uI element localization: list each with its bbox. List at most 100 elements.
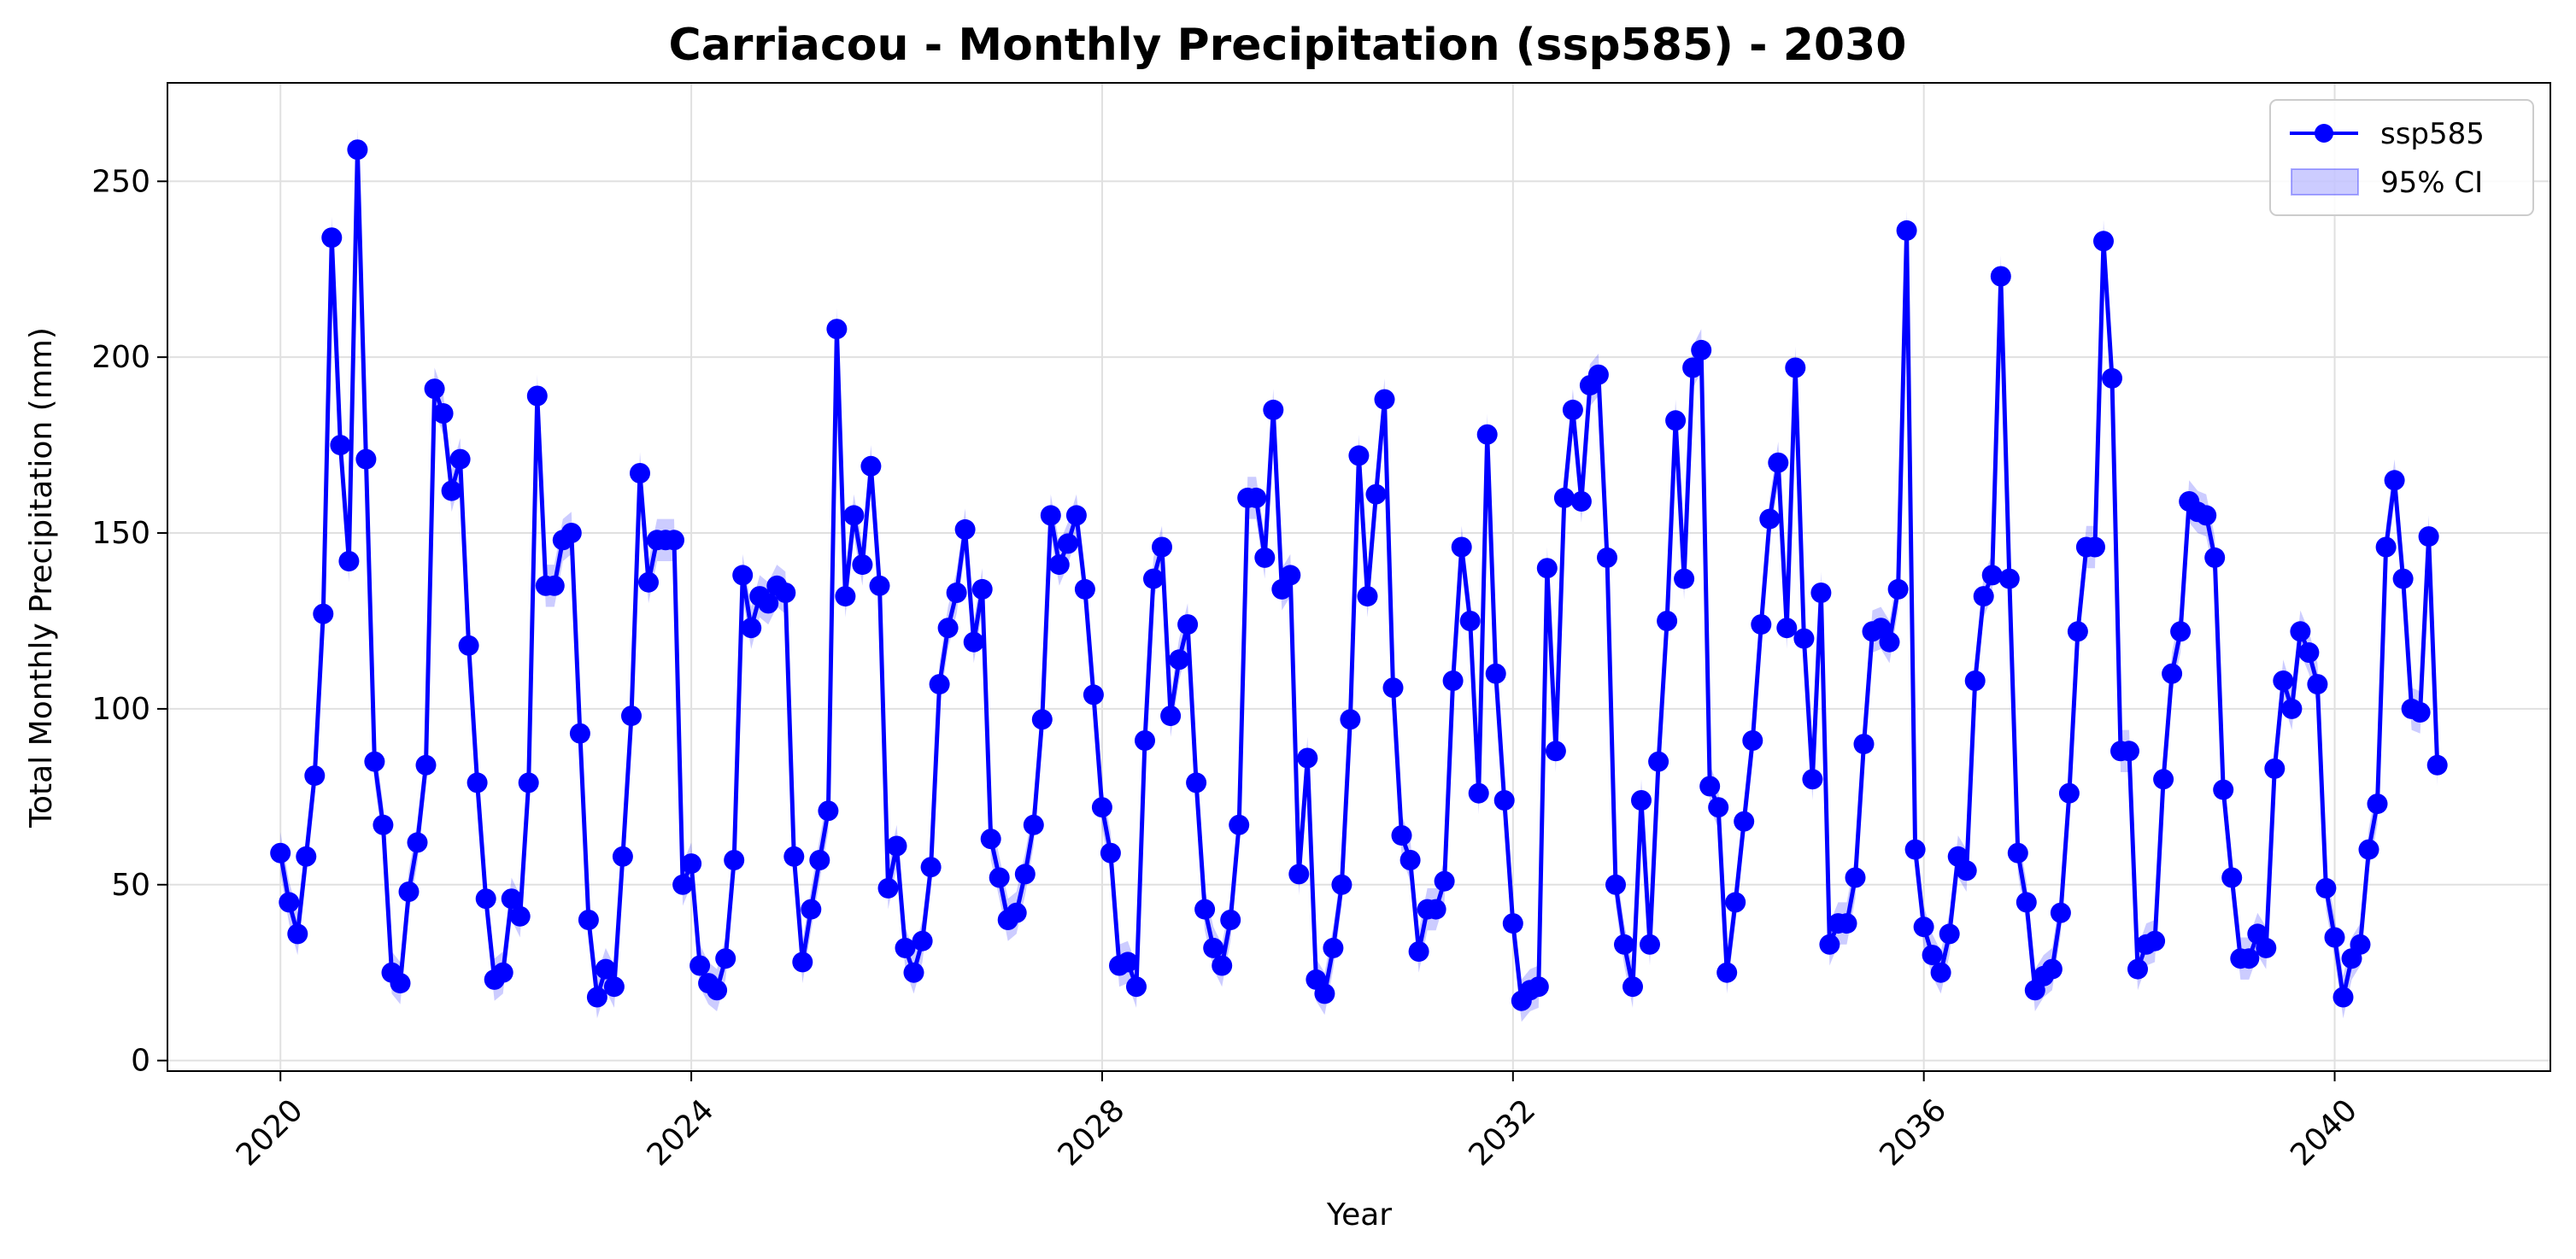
data-point — [287, 923, 308, 945]
data-point — [1896, 220, 1917, 241]
data-point — [1725, 892, 1746, 913]
data-point — [560, 523, 582, 543]
data-point — [1152, 536, 1172, 558]
data-point — [313, 603, 334, 624]
y-axis-label: Total Monthly Precipitation (mm) — [24, 327, 59, 829]
data-point — [2204, 547, 2226, 568]
data-point — [689, 955, 711, 976]
plot-frame — [167, 82, 2551, 1072]
data-point — [835, 586, 856, 607]
data-point — [929, 674, 950, 695]
data-point — [2384, 470, 2405, 491]
data-point — [2170, 621, 2192, 642]
data-point — [1853, 734, 1875, 755]
data-point — [279, 892, 300, 913]
data-point — [330, 435, 351, 456]
legend-label-ci: 95% CI — [2380, 166, 2483, 200]
data-point — [1074, 578, 1095, 600]
data-point — [458, 635, 479, 656]
data-point — [586, 987, 607, 1008]
data-point — [543, 575, 565, 596]
data-point — [569, 723, 590, 744]
data-point — [2290, 621, 2311, 642]
data-point — [1682, 357, 1704, 378]
data-point — [1246, 487, 1267, 508]
data-point — [818, 800, 839, 822]
data-point — [1254, 547, 1276, 568]
data-point — [1348, 445, 1370, 466]
data-point — [1160, 706, 1182, 727]
data-point — [1485, 663, 1506, 684]
y-tick-label: 200 — [91, 340, 150, 375]
data-point — [877, 877, 899, 899]
data-point — [1904, 839, 1926, 860]
data-point — [1091, 797, 1112, 818]
data-point — [715, 948, 736, 969]
data-point — [741, 618, 762, 639]
data-point — [2375, 536, 2397, 558]
data-points — [270, 139, 2448, 1011]
data-point — [296, 846, 317, 867]
data-point — [2367, 793, 2388, 815]
data-point — [775, 583, 796, 603]
data-point — [2093, 231, 2114, 252]
data-point — [1536, 558, 1558, 579]
data-point — [1177, 614, 1199, 635]
data-point — [1802, 769, 1823, 790]
data-point — [424, 378, 445, 400]
data-point — [1716, 962, 1738, 983]
data-point — [1493, 790, 1515, 811]
data-point — [2315, 877, 2337, 899]
data-point — [2213, 779, 2234, 800]
data-point — [373, 814, 394, 835]
data-point — [364, 751, 385, 772]
data-point — [1879, 631, 1900, 653]
data-point — [1587, 364, 1609, 385]
data-point — [1502, 913, 1523, 934]
data-point — [672, 874, 694, 895]
data-point — [946, 583, 967, 603]
data-point — [1597, 547, 1617, 568]
data-point — [1194, 899, 1216, 920]
legend-ci-swatch — [2291, 168, 2359, 196]
data-point — [1981, 565, 2003, 586]
data-point — [2426, 754, 2448, 776]
data-point — [1399, 850, 1421, 870]
data-point — [1742, 730, 1763, 751]
data-point — [1545, 741, 1566, 762]
data-point — [1699, 776, 1721, 797]
data-point — [1014, 864, 1036, 885]
data-point — [1674, 568, 1695, 589]
legend: ssp585 95% CI — [2269, 99, 2534, 216]
data-point — [2307, 674, 2328, 695]
legend-label-series: ssp585 — [2380, 117, 2485, 151]
data-point — [852, 554, 873, 576]
data-point — [1631, 790, 1652, 811]
data-point — [895, 937, 916, 958]
data-point — [1135, 730, 1155, 751]
data-point — [2273, 670, 2294, 691]
data-point — [792, 952, 813, 973]
data-point — [621, 706, 642, 727]
data-point — [1065, 505, 1087, 526]
data-point — [1374, 389, 1395, 410]
data-point — [1845, 867, 1866, 888]
data-point — [1297, 747, 1318, 769]
data-point — [347, 139, 368, 161]
data-point — [441, 480, 462, 501]
y-tick-label: 50 — [111, 868, 150, 903]
data-point — [1434, 870, 1455, 892]
data-point — [732, 565, 754, 586]
data-point — [1887, 578, 1909, 600]
y-tick-label: 150 — [91, 516, 150, 551]
data-point — [1391, 825, 1412, 846]
data-point — [1169, 649, 1190, 670]
data-point — [578, 910, 599, 930]
data-point — [1570, 491, 1592, 512]
data-point — [466, 772, 488, 793]
y-tick-label: 250 — [91, 164, 150, 199]
data-point — [1459, 611, 1481, 631]
data-point — [1605, 874, 1626, 895]
data-point — [2324, 927, 2345, 948]
